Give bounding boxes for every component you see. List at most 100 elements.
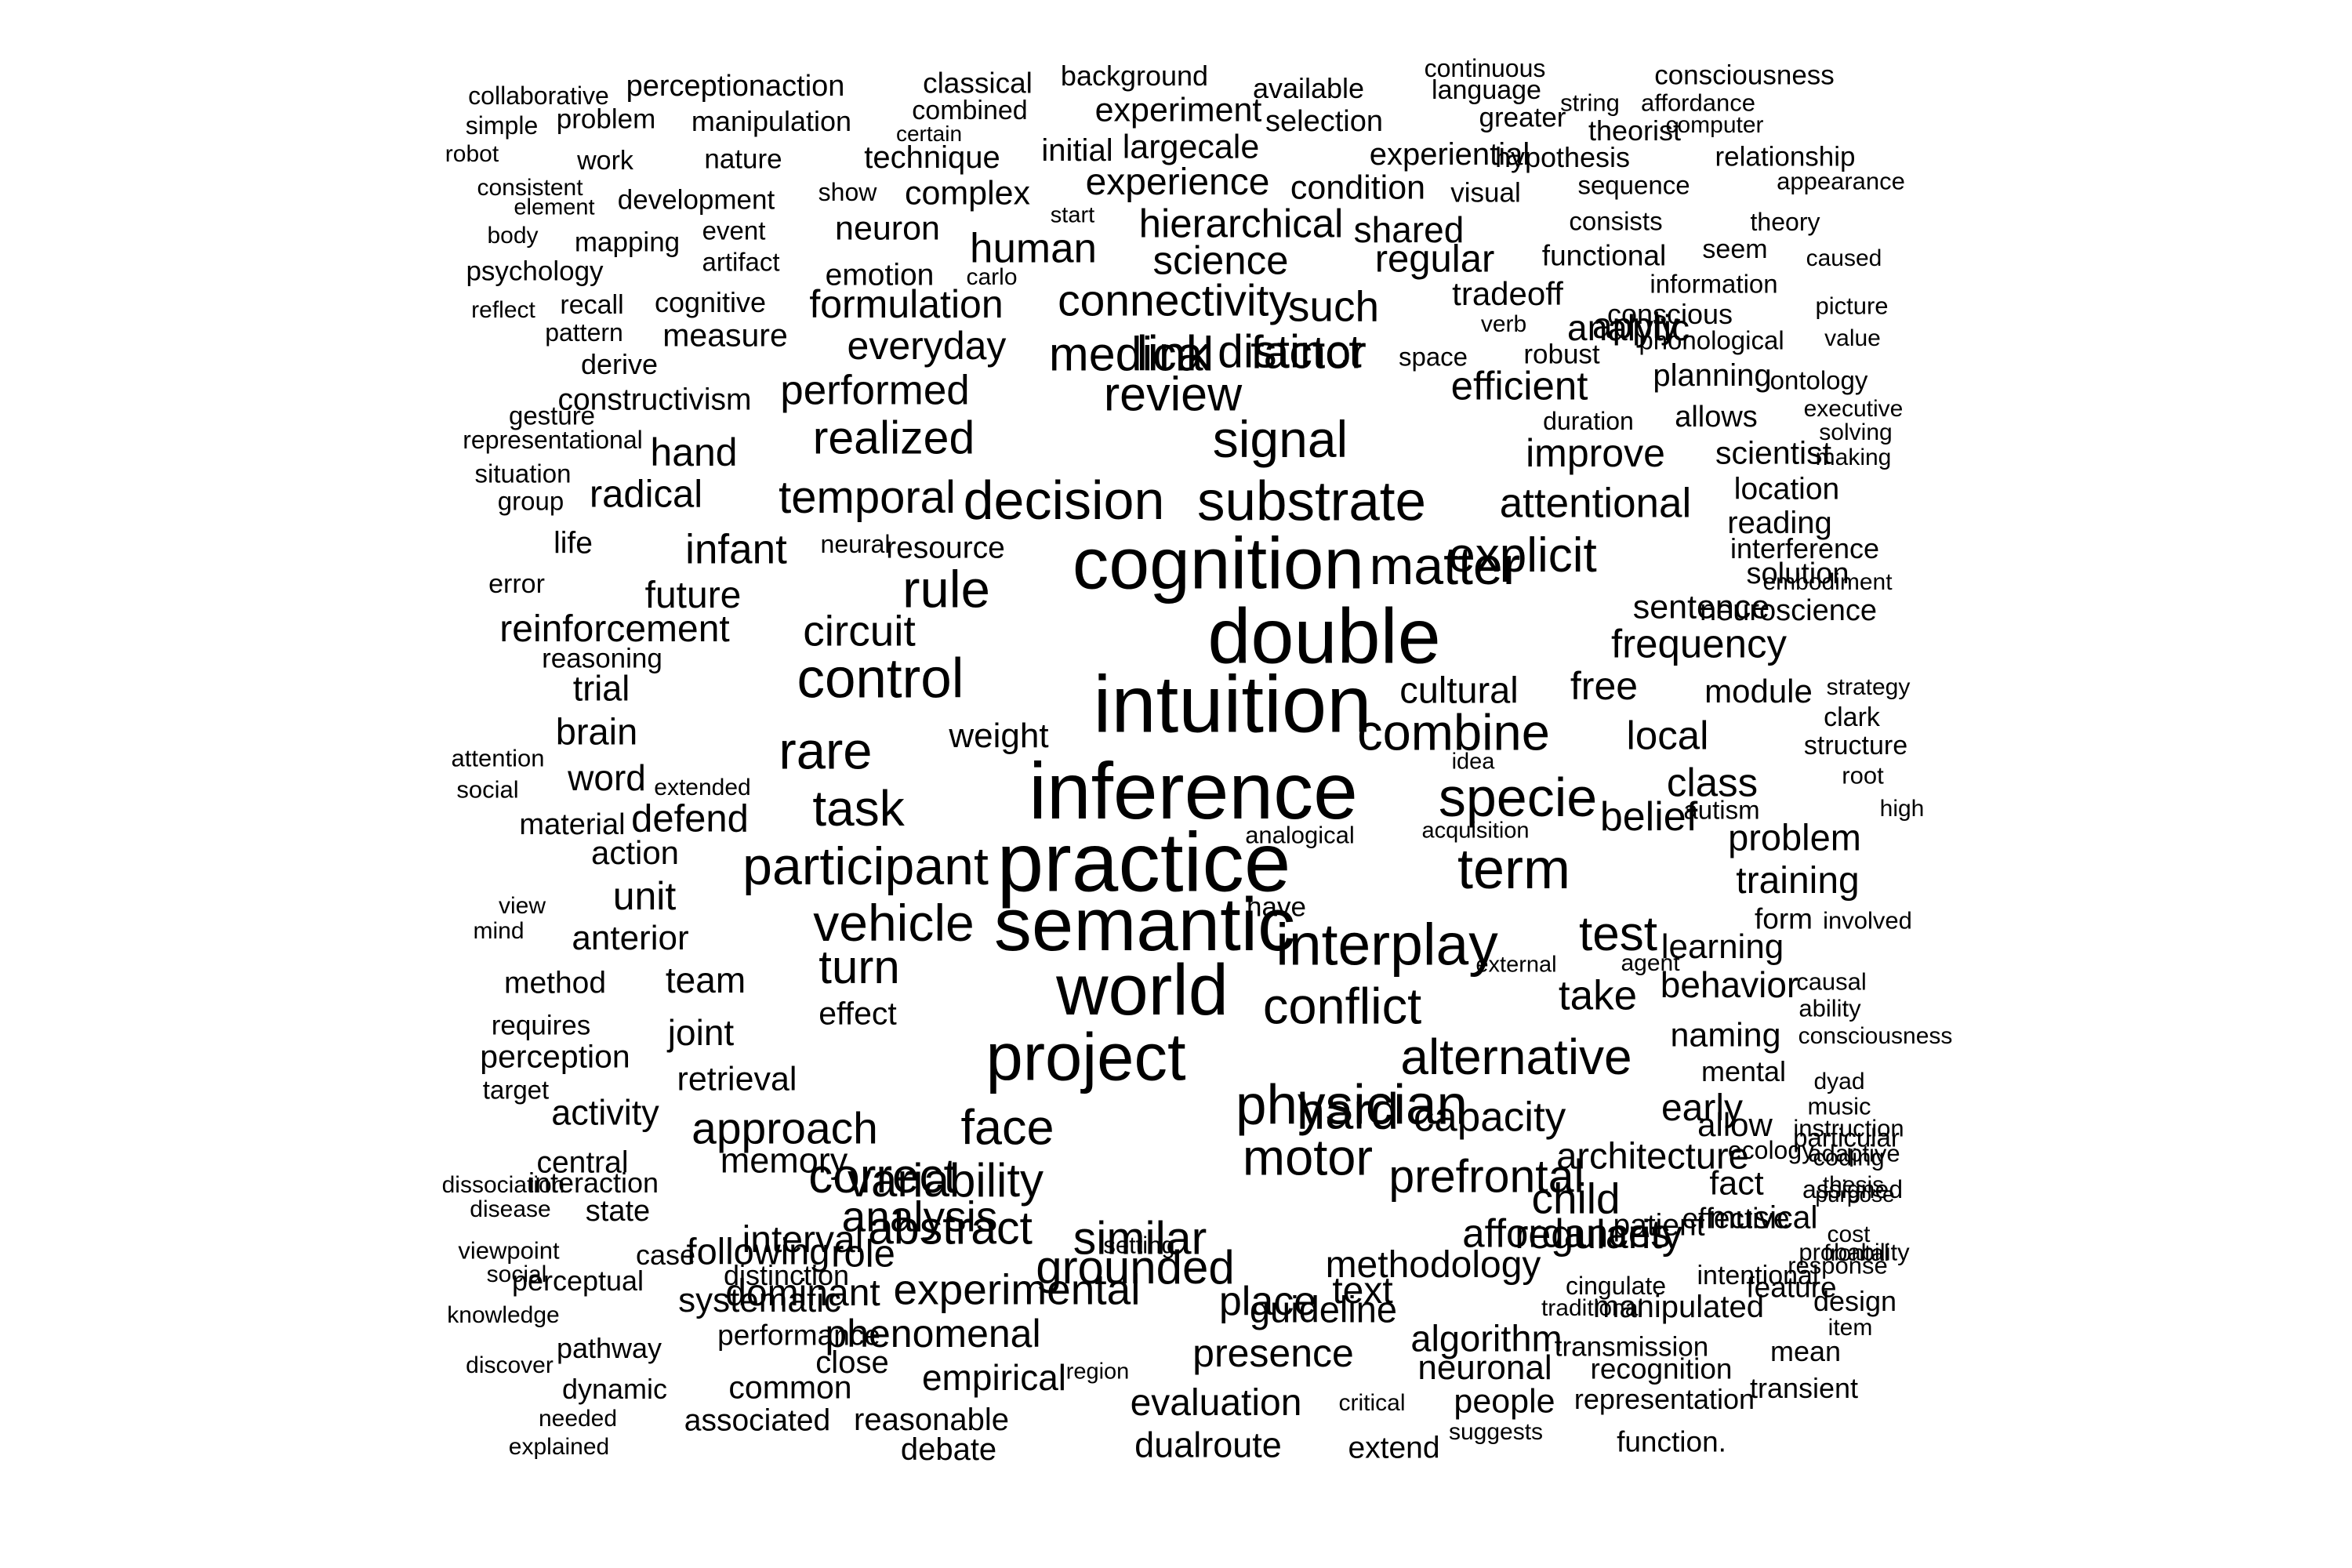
cloud-word: consistent bbox=[477, 175, 583, 201]
cloud-word: element bbox=[514, 194, 595, 220]
cloud-word: approach bbox=[691, 1103, 878, 1154]
cloud-word: interaction bbox=[528, 1167, 659, 1199]
cloud-word: weight bbox=[949, 717, 1049, 755]
cloud-word: everyday bbox=[847, 324, 1007, 368]
cloud-word: experimental bbox=[893, 1265, 1141, 1314]
cloud-word: analysis bbox=[841, 1192, 998, 1241]
cloud-word: musical bbox=[1708, 1199, 1818, 1236]
cloud-word: certain bbox=[895, 122, 963, 146]
cloud-word: knowledge bbox=[447, 1302, 560, 1328]
cloud-word: consciousness bbox=[1798, 1023, 1953, 1049]
cloud-word: social bbox=[486, 1261, 547, 1287]
cloud-word: people bbox=[1454, 1382, 1555, 1421]
cloud-word: item bbox=[1828, 1315, 1873, 1341]
cloud-word: correct bbox=[808, 1149, 957, 1203]
cloud-word: background bbox=[1060, 60, 1209, 92]
cloud-word: future bbox=[644, 575, 742, 616]
cloud-word: formulation bbox=[809, 282, 1004, 326]
cloud-word: particular bbox=[1793, 1123, 1900, 1152]
cloud-word: signal bbox=[1212, 410, 1348, 468]
cloud-word: guideline bbox=[1249, 1288, 1398, 1330]
cloud-word: learning bbox=[1661, 927, 1784, 966]
cloud-word: autism bbox=[1683, 795, 1760, 825]
cloud-word: improve bbox=[1526, 431, 1665, 475]
cloud-word: conflict bbox=[1262, 977, 1422, 1035]
cloud-word: selection bbox=[1265, 105, 1383, 138]
cloud-word: module bbox=[1704, 673, 1813, 710]
cloud-word: factor bbox=[1250, 326, 1367, 379]
cloud-word: intuition bbox=[1093, 659, 1372, 750]
cloud-word: experiment bbox=[1094, 91, 1262, 129]
cloud-word: inference bbox=[1029, 746, 1358, 836]
cloud-word: situation bbox=[474, 459, 572, 488]
cloud-word: viewpoint bbox=[458, 1236, 560, 1265]
cloud-word: task bbox=[812, 780, 905, 837]
cloud-word: mental bbox=[1700, 1055, 1787, 1087]
cloud-word: pathway bbox=[556, 1332, 662, 1364]
cloud-word: instruction bbox=[1793, 1114, 1904, 1142]
cloud-word: material bbox=[519, 808, 626, 841]
cloud-word: child bbox=[1531, 1174, 1621, 1223]
cloud-word: cingulate bbox=[1565, 1272, 1667, 1300]
cloud-word: target bbox=[482, 1075, 550, 1105]
cloud-word: activity bbox=[551, 1092, 659, 1133]
cloud-word: functional bbox=[1541, 239, 1667, 272]
cloud-word: design bbox=[1813, 1285, 1897, 1317]
cloud-word: role bbox=[831, 1232, 895, 1276]
cloud-word: hypothesis bbox=[1494, 141, 1631, 173]
cloud-word: regularity bbox=[1515, 1212, 1682, 1258]
cloud-word: manipulation bbox=[691, 105, 852, 137]
cloud-word: allows bbox=[1675, 401, 1758, 434]
cloud-word: involved bbox=[1823, 906, 1912, 935]
cloud-word: high bbox=[1879, 796, 1925, 822]
cloud-word: review bbox=[1103, 367, 1243, 421]
cloud-word: representational bbox=[463, 426, 643, 454]
cloud-word: team bbox=[665, 960, 746, 1000]
cloud-word: efficient bbox=[1450, 363, 1588, 408]
cloud-word: emotion bbox=[825, 258, 935, 292]
cloud-word: free bbox=[1570, 664, 1639, 708]
cloud-word: transmission bbox=[1554, 1331, 1709, 1363]
cloud-word: attention bbox=[451, 744, 545, 772]
cloud-word: debate bbox=[900, 1432, 997, 1467]
cloud-word: function. bbox=[1617, 1425, 1726, 1458]
cloud-word: ability bbox=[1798, 994, 1861, 1022]
cloud-word: joint bbox=[667, 1012, 735, 1053]
cloud-word: assigned bbox=[1802, 1175, 1904, 1203]
cloud-word: decision bbox=[963, 470, 1165, 531]
cloud-word: computer bbox=[1665, 112, 1764, 138]
cloud-word: double bbox=[1207, 592, 1441, 680]
cloud-word: acquisition bbox=[1421, 818, 1530, 844]
cloud-word: needed bbox=[538, 1406, 618, 1432]
cloud-word: scientist bbox=[1715, 434, 1832, 471]
cloud-word: algorithm bbox=[1410, 1317, 1563, 1359]
cloud-word: suggests bbox=[1448, 1419, 1544, 1445]
cloud-word: sentence bbox=[1632, 588, 1770, 626]
cloud-word: feature bbox=[1746, 1271, 1837, 1304]
cloud-word: greater bbox=[1479, 102, 1566, 133]
cloud-word: dissociation bbox=[441, 1172, 565, 1198]
cloud-word: hand bbox=[650, 430, 738, 474]
cloud-word: presence bbox=[1192, 1331, 1354, 1375]
cloud-word: common bbox=[728, 1369, 852, 1406]
cloud-word: response bbox=[1788, 1251, 1888, 1279]
cloud-word: clark bbox=[1824, 702, 1880, 732]
cloud-word: belief bbox=[1599, 794, 1698, 840]
cloud-word: dyad bbox=[1813, 1069, 1865, 1094]
cloud-word: life bbox=[554, 526, 593, 561]
cloud-word: experience bbox=[1085, 162, 1270, 203]
cloud-word: trial bbox=[572, 668, 630, 709]
cloud-word: close bbox=[815, 1345, 889, 1380]
cloud-word: participant bbox=[742, 837, 989, 896]
cloud-word: following bbox=[686, 1230, 830, 1272]
cloud-word: measure bbox=[662, 317, 788, 354]
cloud-word: group bbox=[497, 486, 564, 516]
cloud-word: local bbox=[1626, 713, 1709, 758]
cloud-word: duration bbox=[1543, 407, 1634, 435]
cloud-word: dualroute bbox=[1134, 1425, 1282, 1465]
cloud-word: idea bbox=[1451, 749, 1495, 775]
cloud-word: thesis bbox=[1822, 1172, 1885, 1198]
cloud-word: memory bbox=[720, 1140, 848, 1181]
cloud-word: affordances bbox=[1462, 1210, 1671, 1256]
